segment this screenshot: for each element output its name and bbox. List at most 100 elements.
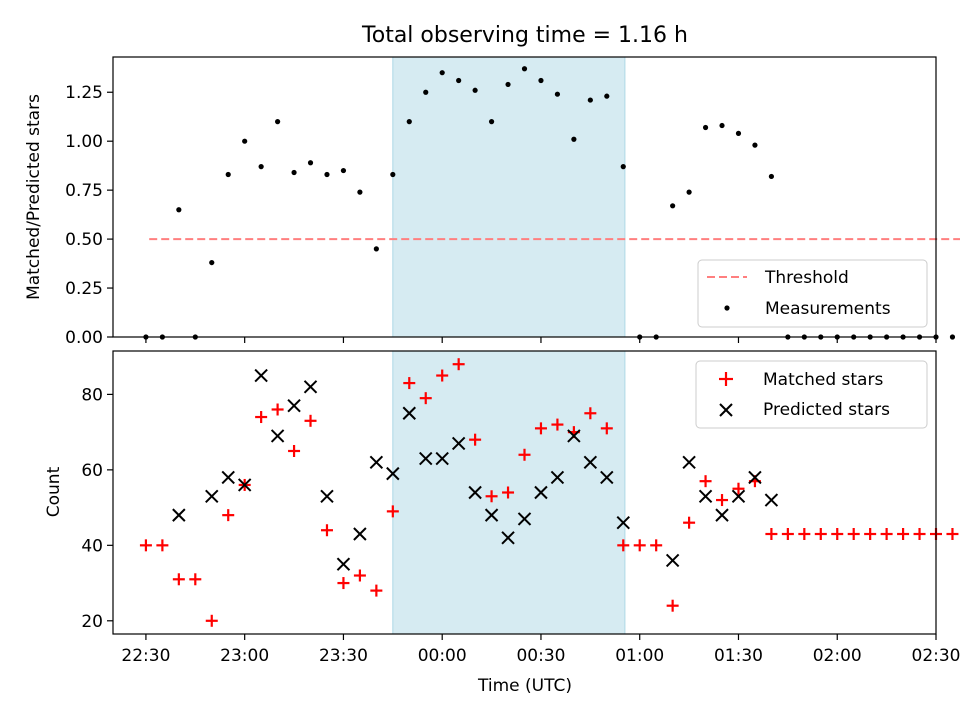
legend-threshold-label: Threshold <box>764 268 849 288</box>
matched-star-point <box>485 490 498 503</box>
predicted-star-point <box>600 470 614 485</box>
predicted-star-point <box>254 368 268 383</box>
matched-star-point <box>946 528 959 541</box>
matched-star-point <box>255 411 268 424</box>
measurement-point <box>209 259 215 266</box>
matched-star-point <box>683 516 696 529</box>
matched-star-point <box>584 407 597 420</box>
predicted-star-point <box>205 489 219 503</box>
legend-measurements-swatch <box>724 305 730 311</box>
measurement-point <box>752 142 758 148</box>
predicted-star-point <box>698 489 713 503</box>
predicted-star-point <box>419 451 433 466</box>
x-axis-label: Time (UTC) <box>477 676 572 696</box>
measurement-point <box>538 77 544 84</box>
measurement-point <box>670 203 676 209</box>
x-tick-label: 01:30 <box>714 646 763 666</box>
matched-star-point <box>222 509 235 522</box>
measurement-point <box>456 77 462 84</box>
predicted-star-point <box>451 436 466 451</box>
matched-star-point <box>781 528 794 541</box>
matched-star-point <box>814 528 827 541</box>
top-x-ticks <box>145 337 937 343</box>
measurement-point <box>390 171 396 178</box>
measurement-point <box>423 89 429 95</box>
x-tick-label: 00:30 <box>516 646 565 666</box>
matched-star-point <box>880 528 893 541</box>
matched-star-point <box>271 403 284 416</box>
measurement-point <box>686 189 692 195</box>
matched-star-point <box>699 475 712 488</box>
bottom-panel: 20 40 60 80 22:30 23:00 23:30 00:00 00:30 01:00 0… <box>44 350 960 696</box>
predicted-star-point <box>534 485 548 500</box>
x-tick-label: 22:30 <box>121 646 170 666</box>
measurement-point <box>258 164 264 170</box>
top-marks <box>143 66 956 340</box>
measurement-point <box>176 207 182 213</box>
matched-star-point <box>172 573 185 586</box>
matched-star-point <box>897 528 910 541</box>
matched-star-point <box>913 528 926 541</box>
matched-star-point <box>370 584 383 597</box>
bottom-marks <box>139 358 959 627</box>
predicted-star-point <box>616 515 630 530</box>
legend-matched-label: Matched stars <box>763 370 883 390</box>
top-plot-frame <box>112 56 937 338</box>
measurement-point <box>488 119 495 125</box>
matched-star-point <box>139 539 152 552</box>
matched-star-point <box>436 369 449 382</box>
predicted-star-point <box>748 470 762 485</box>
matched-star-point <box>765 528 778 541</box>
matched-star-point <box>205 614 218 627</box>
predicted-star-point <box>517 512 532 526</box>
measurement-point <box>307 160 314 166</box>
measurement-point <box>225 171 231 178</box>
matched-star-point <box>419 392 432 405</box>
measurement-point <box>554 91 561 97</box>
matched-star-point <box>798 528 811 541</box>
predicted-star-point <box>402 406 416 420</box>
matched-star-point <box>831 528 844 541</box>
top-legend-box <box>697 259 928 328</box>
matched-star-point <box>452 358 465 371</box>
top-y-tick-label: 1.00 <box>65 132 103 152</box>
measurement-point <box>275 119 281 125</box>
measurement-point <box>719 122 725 129</box>
predicted-star-point <box>320 489 334 503</box>
measurement-point <box>702 124 709 131</box>
measurement-point <box>324 171 330 178</box>
predicted-star-point <box>550 470 565 485</box>
bottom-y-ticks: 20 40 60 80 <box>81 385 113 632</box>
bottom-plot-frame <box>112 350 937 635</box>
predicted-star-point <box>731 489 746 503</box>
top-y-ticks: 0.00 0.25 0.50 0.75 1.00 1.25 <box>65 83 113 348</box>
bottom-y-tick-label: 60 <box>81 461 103 481</box>
matched-star-point <box>600 422 613 435</box>
x-tick-label: 23:30 <box>319 646 368 666</box>
predicted-star-point <box>221 470 235 485</box>
bottom-y-tick-label: 20 <box>81 612 103 632</box>
predicted-star-point <box>303 380 318 394</box>
legend-matched-swatch <box>719 372 733 386</box>
matched-star-point <box>403 377 416 390</box>
matched-star-point <box>320 524 333 537</box>
matched-star-point <box>732 482 745 495</box>
x-tick-label: 01:00 <box>615 646 664 666</box>
matched-star-point <box>156 539 169 552</box>
top-y-axis-label: Matched/Predicted stars <box>24 94 44 300</box>
chart-title: Total observing time = 1.16 h <box>361 23 688 48</box>
x-tick-label: 23:00 <box>220 646 269 666</box>
matched-star-point <box>551 418 564 431</box>
measurement-point <box>406 119 412 125</box>
measurement-point <box>505 81 511 88</box>
predicted-star-point <box>764 493 779 507</box>
top-y-tick-label: 0.75 <box>65 181 103 201</box>
top-observing-span <box>392 56 626 338</box>
matched-star-point <box>847 528 860 541</box>
matched-star-point <box>633 539 646 552</box>
matched-star-point <box>650 539 663 552</box>
measurement-point <box>620 164 626 170</box>
predicted-star-point <box>336 557 351 571</box>
predicted-star-point <box>237 478 252 492</box>
